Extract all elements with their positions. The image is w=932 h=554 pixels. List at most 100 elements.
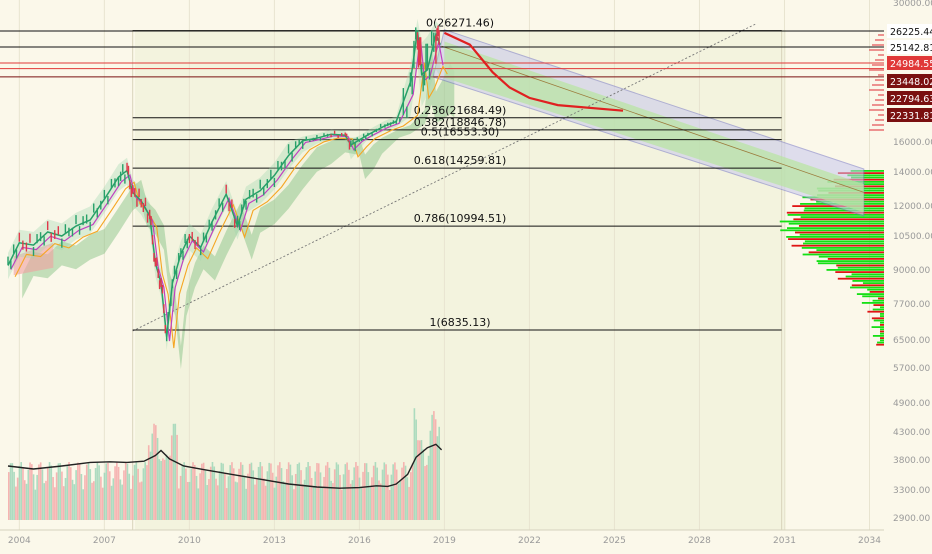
time-tick-label: 2034 xyxy=(858,536,881,546)
volume-bar xyxy=(286,469,288,520)
fib-label: 0(26271.46) xyxy=(426,17,494,30)
volume-bar xyxy=(415,419,417,520)
price-badge-label: 25142.81 xyxy=(890,43,932,54)
volume-bar xyxy=(397,483,400,520)
volume-bar xyxy=(429,430,432,520)
volume-bar xyxy=(126,463,129,520)
volume-bar xyxy=(50,465,53,520)
volume-bar xyxy=(275,476,278,520)
volume-profile-bar xyxy=(801,247,884,249)
volume-bar xyxy=(351,480,354,520)
volume-bar xyxy=(162,458,164,520)
fib-label: 0.618(14259.81) xyxy=(414,154,507,167)
volume-bar xyxy=(84,475,86,520)
volume-bar xyxy=(280,468,283,520)
volume-profile-bar-top xyxy=(878,54,884,56)
volume-bar xyxy=(195,475,198,520)
volume-bar xyxy=(121,484,123,520)
volume-profile-bar xyxy=(847,174,884,177)
volume-profile-bar-top xyxy=(875,79,884,81)
time-tick-label: 2010 xyxy=(178,536,201,546)
volume-bar xyxy=(337,464,340,520)
price-badge-label: 23448.02 xyxy=(890,77,932,88)
volume-bar xyxy=(186,481,189,520)
volume-bar xyxy=(431,414,433,520)
channel-inner xyxy=(444,41,864,213)
price-tick-label: 14000.00 xyxy=(893,168,932,178)
volume-bar xyxy=(149,451,152,520)
volume-profile-bar xyxy=(793,218,884,221)
time-axis: 2004 2007 2010 2013 2016 2019 2022 2025 2028 2031… xyxy=(0,529,884,546)
volume-bar xyxy=(202,462,205,520)
volume-bar xyxy=(156,437,159,520)
volume-bar xyxy=(204,470,207,520)
volume-bar xyxy=(96,462,99,520)
ichimoku-cloud-area xyxy=(22,45,455,370)
volume-bar xyxy=(9,463,12,520)
volume-bar xyxy=(94,468,97,520)
volume-profile-bar xyxy=(877,341,884,344)
volume-bar xyxy=(376,467,379,520)
price-badge-label: 22331.81 xyxy=(890,111,932,122)
volume-bar xyxy=(387,474,389,520)
volume-bar xyxy=(238,468,240,520)
volume-bar xyxy=(436,436,439,520)
volume-profile-bar xyxy=(872,299,884,302)
volume-profile-bar xyxy=(869,291,884,293)
volume-bar xyxy=(61,471,63,520)
volume-profile-bar xyxy=(880,337,884,339)
volume-bar xyxy=(321,487,324,520)
volume-bar xyxy=(356,465,359,520)
price-tick-label: 9000.00 xyxy=(893,266,930,276)
ichimoku-cloud-bear xyxy=(13,242,54,276)
base-line xyxy=(14,62,448,349)
volume-profile-bar-top xyxy=(878,114,884,116)
volume-profile-bar xyxy=(880,306,884,309)
price-badge-label: 26225.44 xyxy=(890,27,932,38)
volume-bar xyxy=(114,466,116,520)
volume-bar xyxy=(323,476,325,520)
volume-bar xyxy=(39,462,42,520)
time-tick-label: 2004 xyxy=(8,536,31,546)
pitchfork-channel xyxy=(132,23,865,332)
volume-bar xyxy=(170,435,173,520)
volume-bar xyxy=(38,464,40,520)
price-axis: 30000.00 26225.44 25142.81 24984.55 23448.02… xyxy=(884,0,932,530)
price-tick-label: 4300.00 xyxy=(893,428,930,438)
volume-bar xyxy=(176,434,178,520)
volume-profile-bar xyxy=(802,253,884,256)
volume-bar xyxy=(383,462,386,520)
price-badge-label: 22794.63 xyxy=(890,94,932,105)
volume-bar xyxy=(303,479,306,520)
volume-profile-bar xyxy=(816,249,884,251)
volume-bar xyxy=(27,469,30,520)
volume-profile-bar-top xyxy=(875,99,884,101)
volume-series-line xyxy=(7,443,443,489)
volume-bar xyxy=(165,454,168,520)
volume-bar xyxy=(73,484,76,520)
price-tick-label: 7700.00 xyxy=(893,300,930,310)
price-tick-label: 12000.00 xyxy=(893,202,932,212)
volume-bar xyxy=(216,485,219,520)
volume-bar xyxy=(188,481,191,520)
price-tick-label: 16000.00 xyxy=(893,138,932,148)
volume-bar xyxy=(13,471,15,520)
volume-bar xyxy=(144,462,146,520)
volume-bar xyxy=(319,472,322,520)
volume-profile-bar xyxy=(798,225,884,227)
volume-bar xyxy=(353,467,355,520)
volume-bar xyxy=(108,471,111,520)
fib-label: 0.236(21684.49) xyxy=(414,104,507,117)
volume-bar xyxy=(374,462,377,520)
volume-bar xyxy=(317,463,320,520)
volume-profile-bar xyxy=(873,319,884,322)
volume-profile-bar xyxy=(867,310,884,313)
volume-bar xyxy=(427,455,430,520)
volume-bar xyxy=(325,465,327,520)
volume-bar xyxy=(358,477,361,520)
volume-profile-bar xyxy=(861,302,884,304)
volume-bar xyxy=(385,464,387,520)
volume-bar xyxy=(252,470,255,520)
volume-bar xyxy=(119,479,122,520)
